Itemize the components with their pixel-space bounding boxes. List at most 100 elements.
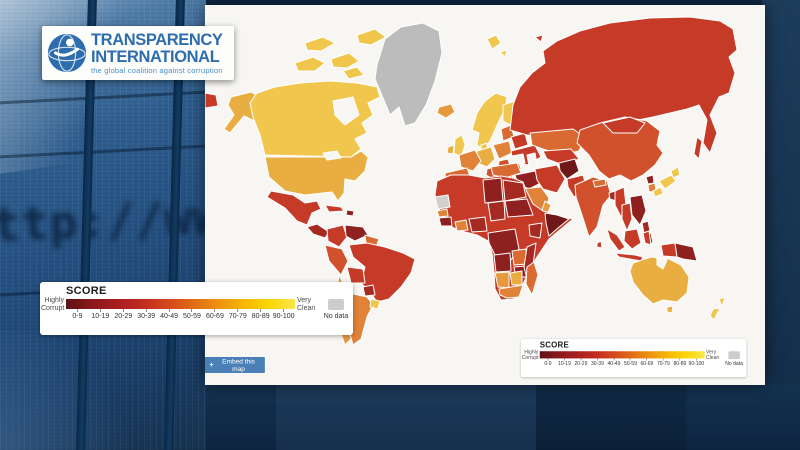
country-south-africa[interactable] (498, 284, 524, 299)
country-canada-island[interactable] (342, 66, 365, 80)
sea-hudson-bay (332, 96, 360, 126)
world-choropleth-map (205, 16, 738, 346)
country-colombia[interactable] (326, 224, 348, 248)
legend-no-data-label: No data (323, 313, 349, 320)
country-thailand[interactable] (621, 202, 633, 232)
country-guinea[interactable] (438, 216, 453, 227)
legend-gradient-bar (539, 351, 705, 359)
country-svalbard[interactable] (486, 34, 502, 50)
country-sakhalin[interactable] (693, 136, 703, 160)
country-nepal[interactable] (592, 178, 607, 188)
country-nigeria[interactable] (468, 216, 488, 233)
country-chad[interactable] (487, 200, 506, 222)
country-germany[interactable] (476, 146, 496, 168)
sea-black-sea (506, 153, 526, 166)
country-central-america[interactable] (306, 223, 330, 239)
country-cuba[interactable] (324, 204, 345, 213)
country-canada-island[interactable] (356, 28, 387, 46)
embed-map-button[interactable]: + Embed this map (205, 357, 265, 374)
country-japan[interactable] (658, 174, 677, 190)
country-indonesia-sulawesi[interactable] (642, 230, 652, 246)
legend-no-data-label: No data (725, 361, 743, 367)
country-france[interactable] (458, 149, 482, 172)
country-sudan[interactable] (504, 198, 534, 218)
country-new-zealand[interactable] (718, 296, 726, 308)
country-uk[interactable] (453, 134, 466, 158)
country-canada-island[interactable] (294, 56, 326, 72)
country-turkey[interactable] (490, 162, 522, 179)
country-indonesia-borneo[interactable] (623, 228, 642, 250)
country-iceland[interactable] (436, 103, 456, 119)
embed-button-wrap: + Embed this map (205, 357, 265, 374)
legend-low-label: Highly Corrupt (521, 349, 539, 361)
country-sri-lanka[interactable] (596, 240, 603, 249)
background-bottom-band (206, 385, 800, 450)
background-right-band (762, 0, 800, 450)
country-ghana[interactable] (454, 219, 469, 232)
country-iran[interactable] (534, 164, 566, 194)
logo-tagline: the global coalition against corruption (91, 66, 223, 76)
map-legend-small: SCORE Highly Corrupt Very Clean 0-9 10-19 20… (521, 339, 747, 378)
country-canada[interactable] (249, 80, 381, 158)
country-canada-island[interactable] (304, 36, 336, 52)
country-svalbard[interactable] (499, 49, 508, 58)
country-western-sahara[interactable] (434, 194, 451, 210)
country-new-zealand[interactable] (709, 307, 721, 321)
country-india[interactable] (574, 176, 612, 238)
country-japan[interactable] (652, 186, 664, 198)
country-franz-josef[interactable] (534, 34, 544, 43)
country-australia[interactable] (629, 256, 690, 305)
legend-gradient-bar (66, 299, 295, 309)
logo-line2: INTERNATIONAL (91, 47, 220, 67)
country-belarus[interactable] (510, 132, 529, 150)
country-angola[interactable] (493, 252, 512, 273)
country-indochina[interactable] (629, 194, 647, 226)
country-west-papua[interactable] (660, 242, 678, 258)
country-north-korea[interactable] (645, 174, 655, 185)
country-venezuela[interactable] (344, 224, 369, 242)
embed-button-label: Embed this map (222, 357, 255, 373)
legend-low-label: Highly Corrupt (41, 297, 65, 313)
logo-line1: TRANSPARENCY (91, 30, 223, 50)
country-afghanistan[interactable] (558, 158, 580, 180)
legend-high-label: Very Clean (297, 297, 316, 313)
legend-no-data-swatch (328, 299, 344, 310)
country-kenya[interactable] (528, 222, 543, 239)
country-indonesia-sumatra[interactable] (606, 228, 626, 252)
country-papua-new-guinea[interactable] (674, 242, 698, 262)
transparency-international-logo: TRANSPARENCY INTERNATIONAL the global co… (42, 26, 234, 80)
country-madagascar[interactable] (525, 261, 539, 296)
country-mongolia[interactable] (602, 116, 646, 134)
globe-icon (47, 33, 87, 73)
country-canada-island[interactable] (330, 52, 360, 69)
country-uruguay[interactable] (369, 298, 381, 310)
country-ireland[interactable] (446, 144, 455, 155)
legend-tick-labels: 0-9 10-19 20-29 30-39 40-49 50-59 60-69 70-79 80… (66, 309, 295, 320)
country-greenland[interactable] (374, 22, 443, 127)
background-segment (276, 385, 536, 450)
embed-icon: + (209, 361, 214, 370)
country-libya[interactable] (482, 177, 504, 204)
background-segment (536, 385, 686, 450)
blurred-url-text: ttp://www (0, 189, 252, 252)
legend-high-label: Very Clean (706, 349, 720, 361)
country-tasmania[interactable] (666, 305, 674, 314)
country-mexico[interactable] (266, 190, 322, 226)
country-hispaniola[interactable] (345, 209, 355, 217)
country-paraguay[interactable] (362, 284, 376, 297)
country-bolivia[interactable] (346, 266, 366, 284)
country-indonesia-java[interactable] (614, 252, 644, 262)
legend-title: SCORE (539, 341, 569, 350)
country-japan[interactable] (670, 166, 681, 179)
country-usa[interactable] (264, 150, 369, 202)
country-philippines[interactable] (641, 220, 651, 234)
country-botswana[interactable] (509, 270, 523, 286)
country-egypt[interactable] (502, 179, 527, 202)
country-scandinavia[interactable] (471, 92, 508, 151)
country-russia-chukotka-sliver[interactable] (205, 92, 219, 109)
country-senegal[interactable] (436, 208, 449, 218)
country-somalia[interactable] (544, 212, 570, 237)
legend-tick-labels: 0-9 10-19 20-29 30-39 40-49 50-59 60-69 70-79 80… (540, 358, 705, 366)
country-peru[interactable] (324, 244, 349, 276)
